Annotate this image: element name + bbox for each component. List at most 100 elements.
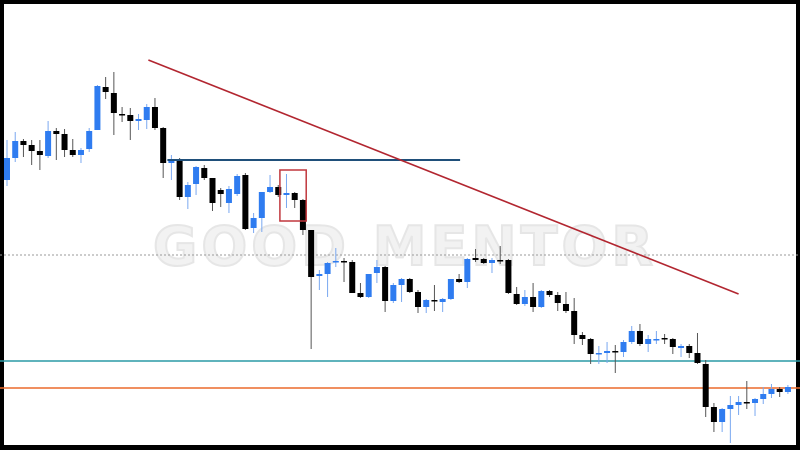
candle-body	[752, 399, 759, 403]
candle-body	[456, 279, 463, 282]
candle-body	[579, 335, 586, 339]
candle-body	[193, 167, 200, 184]
candle	[110, 72, 117, 135]
candle-body	[201, 168, 208, 178]
candle	[620, 340, 627, 357]
candle-body	[373, 267, 380, 273]
candle	[719, 408, 726, 432]
watermark-text: GOOD MENTOR	[153, 215, 657, 278]
candle	[521, 290, 528, 306]
candle	[743, 381, 750, 409]
candle	[530, 283, 537, 312]
candle	[168, 155, 175, 180]
candle-body	[612, 351, 619, 353]
candle-body	[743, 402, 750, 404]
candle	[752, 398, 759, 416]
candle-body	[390, 285, 397, 301]
candle	[119, 107, 126, 122]
candle	[86, 128, 93, 152]
candle-body	[472, 258, 479, 260]
candle	[678, 344, 685, 357]
candle-body	[719, 409, 726, 422]
candle-body	[308, 230, 315, 277]
candle	[176, 158, 183, 200]
candle	[291, 192, 298, 208]
candle-body	[620, 342, 627, 352]
candle-body	[678, 346, 685, 348]
candle	[225, 186, 232, 213]
candle-body	[702, 364, 709, 407]
candle	[267, 175, 274, 193]
candle-body	[316, 274, 323, 276]
candle	[283, 174, 290, 208]
candle-body	[291, 193, 298, 200]
candle	[349, 260, 356, 293]
candle	[28, 140, 35, 165]
candle-body	[439, 299, 446, 302]
candle	[447, 279, 454, 300]
candle	[587, 338, 594, 364]
candle	[365, 274, 372, 298]
candle-body	[653, 339, 660, 341]
candle-body	[275, 187, 282, 195]
candle-body	[151, 107, 158, 128]
candle	[324, 262, 331, 297]
candle-body	[784, 387, 791, 392]
candle-body	[406, 279, 413, 292]
candle	[661, 334, 668, 344]
candle-body	[324, 263, 331, 274]
candle	[497, 246, 504, 264]
candle-body	[217, 190, 224, 194]
candle-body	[587, 339, 594, 354]
candle	[768, 384, 775, 398]
candle-body	[694, 353, 701, 363]
candle-body	[554, 295, 561, 303]
candle-body	[20, 141, 27, 145]
candle-body	[184, 185, 191, 197]
downtrend-line	[148, 59, 739, 295]
candle	[628, 326, 635, 344]
candle-body	[604, 351, 611, 353]
candle	[12, 132, 19, 162]
candle-body	[61, 134, 68, 150]
candle-body	[447, 279, 454, 299]
candle-body	[102, 87, 109, 92]
candle-body	[735, 402, 742, 405]
candle	[184, 182, 191, 209]
candle	[595, 346, 602, 364]
candle	[209, 178, 216, 211]
candle	[357, 283, 364, 298]
candle	[53, 128, 60, 160]
candle-body	[686, 346, 693, 353]
candle-body	[365, 274, 372, 297]
candle-body	[505, 260, 512, 293]
candle	[776, 387, 783, 397]
candle-body	[464, 259, 471, 282]
candle	[760, 387, 767, 404]
candle-body	[53, 131, 60, 134]
candle-body	[168, 161, 175, 163]
candle	[472, 249, 479, 262]
candle	[193, 166, 200, 195]
candle	[669, 338, 676, 354]
candle-body	[4, 158, 10, 180]
candle	[571, 298, 578, 344]
candle	[505, 259, 512, 294]
candle-body	[127, 115, 134, 121]
candle	[299, 199, 306, 235]
candle	[727, 396, 734, 443]
candle	[143, 104, 150, 129]
candle	[382, 266, 389, 312]
candle	[61, 129, 68, 157]
candle-body	[69, 150, 76, 155]
candle	[316, 270, 323, 290]
candle	[415, 290, 421, 313]
candle	[735, 396, 742, 415]
candle-body	[727, 405, 734, 409]
candle	[332, 248, 339, 267]
candle	[398, 278, 405, 302]
candle	[160, 127, 167, 178]
candle-body	[423, 300, 430, 307]
candle-body	[349, 262, 356, 293]
highlight-box	[279, 169, 307, 222]
